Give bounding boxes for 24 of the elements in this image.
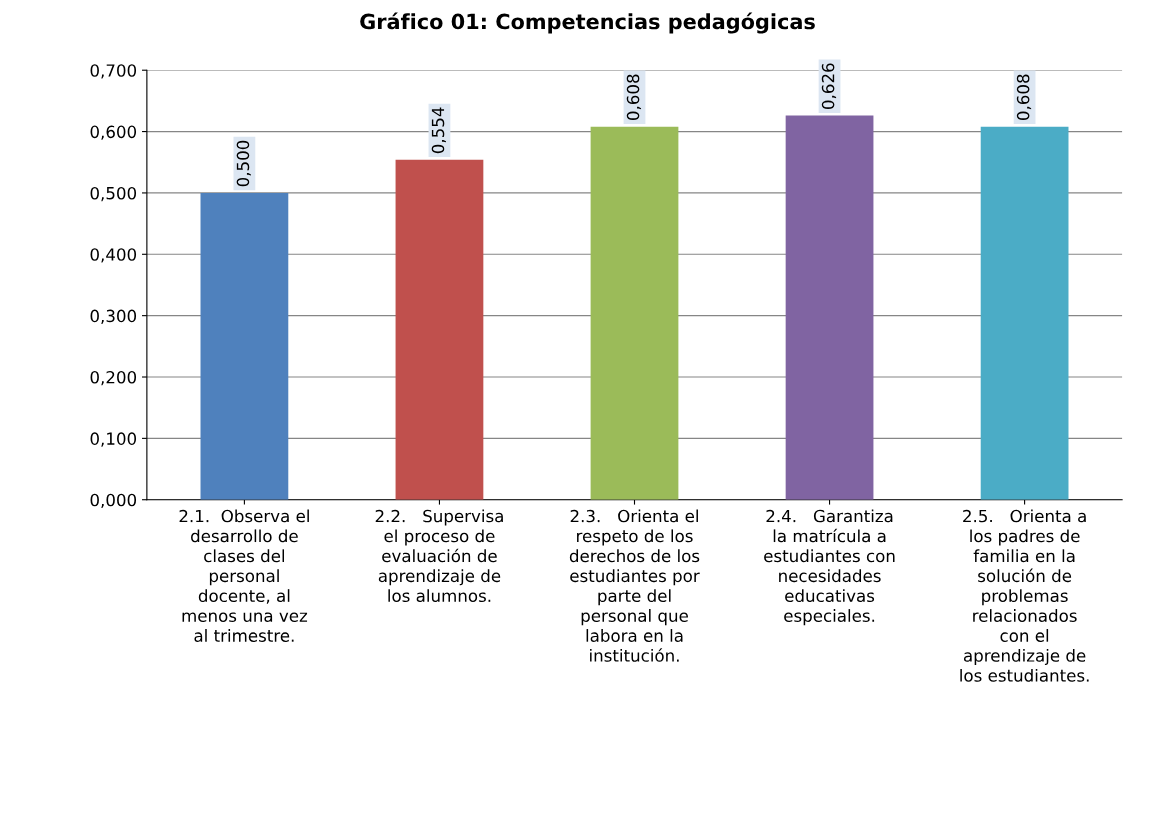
category-label: 2.5. Orienta a los padres de familia en la solución de problemas relacionados con el aprendizaje de los estudiantes. <box>960 509 1089 682</box>
y-tick-label: 0,500 <box>90 186 137 202</box>
x-tick-label: 2.3. Orienta el respeto de los derechos de los estudiantes por parte del personal que labora en la institución. <box>569 509 700 662</box>
data-label: 0,500 <box>236 140 251 187</box>
bar <box>980 126 1069 500</box>
data-label: 0,608 <box>1016 74 1032 121</box>
y-tick-label: 0,100 <box>90 432 137 447</box>
x-tick-label: 2.1. Observa el desarrollo de clases del personal docente, al menos una vez al trimestre. <box>179 509 309 642</box>
data-label: 0,554 <box>431 107 446 154</box>
x-tick-label: 2.2. Supervisa el proceso de evaluación de aprendizaje de los alumnos. <box>375 509 503 603</box>
bar <box>200 192 289 500</box>
y-tick-label: 0,300 <box>90 309 137 324</box>
data-label: 0,626 <box>821 63 837 109</box>
y-tick-label: 0,000 <box>90 493 137 508</box>
y-tick-label: 0,600 <box>90 125 137 140</box>
bar <box>590 126 679 500</box>
chart-title: Gráfico 01: Competencias pedagógicas <box>360 12 815 34</box>
data-label: 0,608 <box>626 74 642 121</box>
y-tick-label: 0,200 <box>90 370 137 386</box>
y-tick-label: 0,700 <box>90 64 137 79</box>
bar <box>395 159 484 500</box>
y-tick-label: 0,400 <box>90 248 137 263</box>
x-tick-label: 2.4. Garantiza la matrícula a estudiantes con necesidades educativas especiales. <box>764 509 895 626</box>
bar <box>785 115 874 500</box>
